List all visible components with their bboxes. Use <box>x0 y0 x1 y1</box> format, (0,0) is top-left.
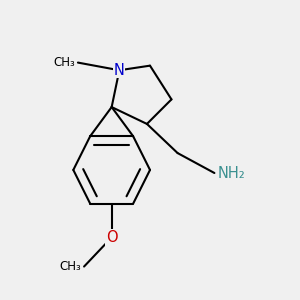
Text: O: O <box>106 230 118 245</box>
Text: CH₃: CH₃ <box>53 56 75 69</box>
Text: NH₂: NH₂ <box>218 166 245 181</box>
Text: CH₃: CH₃ <box>59 260 81 273</box>
Text: N: N <box>114 63 125 78</box>
